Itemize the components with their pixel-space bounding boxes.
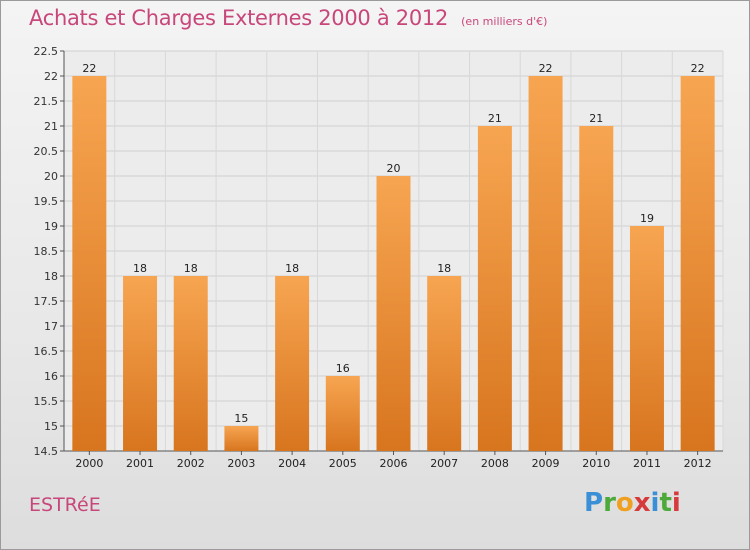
data-label: 18 (437, 262, 451, 275)
y-tick-label: 22.5 (34, 45, 59, 58)
bar (376, 176, 411, 451)
x-tick-label: 2011 (633, 457, 661, 470)
logo-letter: o (615, 488, 634, 518)
data-label: 22 (691, 62, 705, 75)
bar (72, 76, 107, 451)
y-tick-label: 15.5 (34, 395, 59, 408)
logo-letter: i (650, 488, 660, 518)
data-label: 20 (387, 162, 401, 175)
y-tick-label: 19 (44, 220, 58, 233)
data-label: 18 (184, 262, 198, 275)
x-tick-label: 2004 (278, 457, 306, 470)
logo-letter: P (584, 488, 604, 518)
data-label: 18 (285, 262, 299, 275)
bar (629, 226, 664, 451)
data-label: 18 (133, 262, 147, 275)
y-tick-label: 20.5 (34, 145, 59, 158)
x-tick-label: 2007 (430, 457, 458, 470)
bar (275, 276, 310, 451)
bar (173, 276, 208, 451)
x-tick-label: 2000 (75, 457, 103, 470)
y-tick-label: 22 (44, 70, 58, 83)
x-tick-label: 2009 (532, 457, 560, 470)
x-tick-label: 2008 (481, 457, 509, 470)
title-row: Achats et Charges Externes 2000 à 2012 (… (29, 6, 547, 30)
data-label: 16 (336, 362, 350, 375)
bar (680, 76, 715, 451)
data-label: 22 (82, 62, 96, 75)
y-tick-label: 17.5 (34, 295, 59, 308)
logo-letter: t (659, 488, 672, 518)
bar (579, 126, 614, 451)
bar (427, 276, 462, 451)
bar (123, 276, 158, 451)
y-tick-label: 21 (44, 120, 58, 133)
logo-letter: r (603, 488, 616, 518)
data-label: 21 (589, 112, 603, 125)
x-tick-label: 2012 (684, 457, 712, 470)
bar (477, 126, 512, 451)
y-tick-label: 16.5 (34, 345, 59, 358)
x-tick-label: 2001 (126, 457, 154, 470)
y-tick-label: 19.5 (34, 195, 59, 208)
data-label: 19 (640, 212, 654, 225)
x-tick-label: 2003 (227, 457, 255, 470)
y-tick-label: 20 (44, 170, 58, 183)
y-tick-label: 14.5 (34, 445, 59, 458)
x-tick-label: 2010 (582, 457, 610, 470)
data-label: 22 (539, 62, 553, 75)
chart-title: Achats et Charges Externes 2000 à 2012 (29, 6, 449, 30)
y-tick-label: 18 (44, 270, 58, 283)
bar (325, 376, 360, 451)
logo-letter: x (633, 488, 651, 518)
bar (224, 426, 259, 451)
x-tick-label: 2005 (329, 457, 357, 470)
x-tick-label: 2002 (177, 457, 205, 470)
commune-name: ESTRéE (29, 494, 101, 516)
data-label: 21 (488, 112, 502, 125)
y-tick-label: 18.5 (34, 245, 59, 258)
y-tick-label: 16 (44, 370, 58, 383)
y-tick-label: 17 (44, 320, 58, 333)
y-tick-label: 21.5 (34, 95, 59, 108)
bar (528, 76, 563, 451)
x-tick-label: 2006 (380, 457, 408, 470)
chart-subtitle: (en milliers d'€) (461, 15, 548, 28)
logo-letter: i (671, 488, 681, 518)
proxiti-logo: Proxiti (584, 488, 681, 518)
data-label: 15 (234, 412, 248, 425)
y-tick-label: 15 (44, 420, 58, 433)
